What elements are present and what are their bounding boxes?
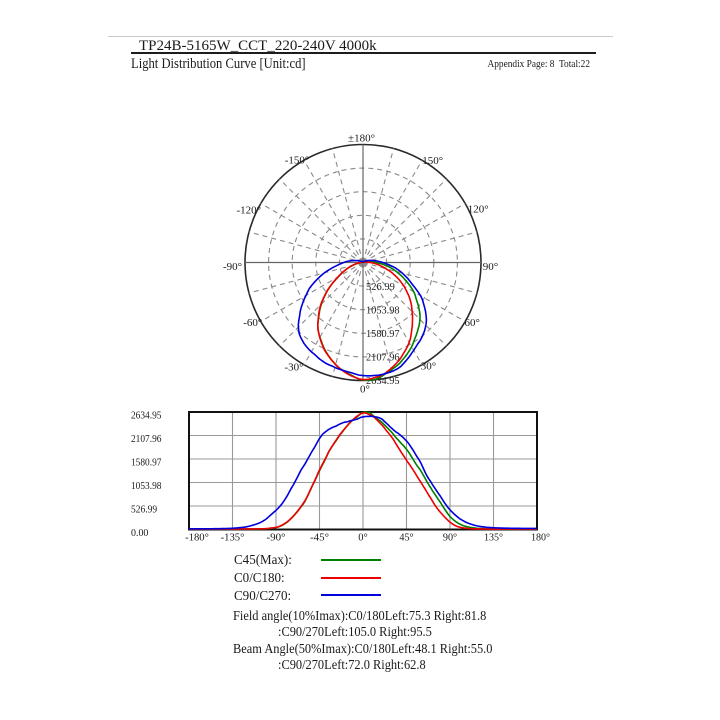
polar-radial-label: 2107.96 (366, 352, 400, 364)
polar-chart: 0° 30° 60° 90° 120° 150° ±180° -150° -120° -90° -6… (223, 133, 498, 396)
beam-angle-line-1: Beam Angle(50%Imax):C0/180Left:48.1 Righ… (233, 641, 493, 657)
cartesian-y-label: 2634.95 (131, 409, 162, 421)
polar-angle-label: -150° (285, 155, 310, 167)
cartesian-y-label: 1053.98 (131, 480, 162, 492)
polar-spoke (331, 148, 364, 263)
legend-label-c90-c270: C90/C270: (234, 588, 292, 604)
header-top-rule (108, 36, 613, 37)
page-title: Light Distribution Curve [Unit:cd] (131, 56, 306, 72)
cartesian-x-label: -180° (185, 532, 209, 543)
polar-radial-label: 526.99 (366, 281, 395, 293)
appendix-page-indicator: Appendix Page: 8 Total:22 (487, 58, 590, 70)
polar-spoke (303, 262, 364, 365)
polar-spoke (362, 203, 466, 263)
polar-angle-label: 150° (422, 155, 443, 167)
polar-spoke (362, 178, 447, 263)
polar-spoke (248, 231, 364, 264)
field-angle-line-2: :C90/270Left:105.0 Right:95.5 (278, 625, 432, 640)
cartesian-curve-c90-c270 (189, 415, 538, 530)
legend-label-c0-c180: C0/C180: (234, 571, 285, 586)
cartesian-x-label: -45° (310, 532, 329, 543)
polar-angle-label: -30° (284, 361, 303, 373)
beam-angle-line-2: :C90/270Left:72.0 Right:62.8 (278, 657, 426, 673)
polar-angle-label: -120° (237, 205, 262, 217)
legend-swatch-c90-c270 (321, 593, 381, 596)
polar-spoke (303, 160, 364, 263)
legend-swatch-c45 (321, 559, 381, 561)
cartesian-x-label: 135° (484, 532, 503, 543)
polar-angle-label: 0° (360, 384, 370, 396)
polar-spoke (260, 262, 364, 322)
polar-spoke (331, 262, 364, 377)
cartesian-chart: 2634.95 2107.96 1580.97 1053.98 526.99 0.00 -1… (131, 409, 550, 543)
polar-radial-label: 2634.95 (366, 375, 400, 387)
polar-angle-label: ±180° (348, 133, 375, 145)
header-underline-rule (131, 52, 596, 54)
polar-angle-label: 30° (421, 360, 436, 372)
polar-spoke (362, 261, 478, 294)
cartesian-x-label: 45° (399, 532, 413, 543)
polar-spoke (362, 262, 447, 347)
cartesian-x-label: 0° (358, 532, 368, 543)
polar-spoke (362, 262, 466, 322)
polar-radial-label: 1580.97 (366, 328, 400, 340)
polar-spoke (362, 262, 395, 377)
cartesian-y-label: 2107.96 (131, 433, 162, 445)
polar-spoke (362, 148, 395, 263)
polar-spoke (260, 203, 364, 263)
cartesian-x-label: 90° (443, 532, 457, 543)
polar-angle-label: 90° (483, 261, 498, 273)
cartesian-x-label: -90° (267, 532, 286, 543)
polar-angle-label: -60° (243, 317, 262, 329)
cartesian-y-label: 0.00 (131, 527, 149, 539)
polar-spoke (362, 160, 423, 263)
polar-spoke (248, 261, 364, 294)
field-angle-line-1: Field angle(10%Imax):C0/180Left:75.3 Rig… (233, 608, 487, 624)
polar-angle-label: 60° (464, 317, 479, 329)
legend-swatch-c0-c180 (321, 576, 381, 579)
polar-angle-label: 120° (468, 204, 489, 216)
cartesian-curve-c0-c180 (189, 412, 537, 530)
polar-radial-label: 1053.98 (366, 304, 400, 316)
report-title: TP24B-5165W_CCT_220-240V 4000k (139, 38, 377, 54)
cartesian-y-label: 526.99 (131, 503, 158, 515)
cartesian-x-label: -135° (221, 532, 245, 543)
polar-spoke (362, 262, 423, 365)
cartesian-y-label: 1580.97 (131, 456, 162, 468)
cartesian-x-label: 180° (531, 532, 550, 543)
polar-angle-label: -90° (223, 261, 242, 273)
polar-curve-c90-c270 (297, 259, 428, 377)
polar-spoke (279, 178, 364, 263)
polar-spoke (362, 231, 478, 264)
legend-label-c45: C45(Max): (234, 552, 292, 568)
